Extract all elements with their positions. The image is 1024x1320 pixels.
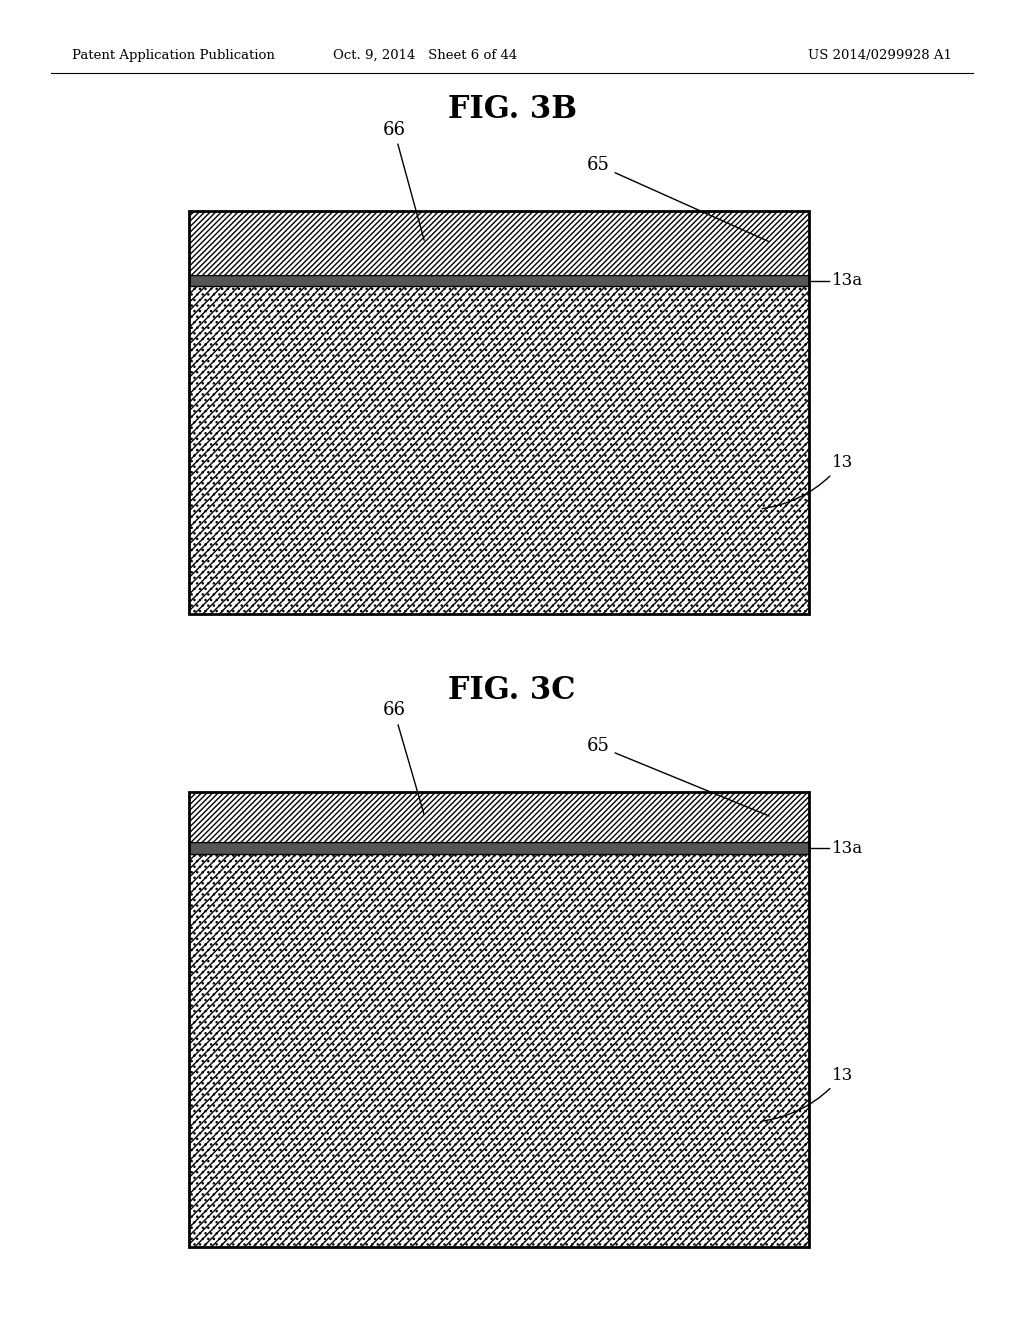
Bar	[189, 211, 809, 614]
Bar	[189, 854, 809, 1247]
Text: FIG. 3B: FIG. 3B	[447, 95, 577, 125]
Bar	[189, 286, 809, 614]
Bar	[189, 286, 809, 614]
Bar	[189, 842, 809, 854]
Bar	[189, 792, 809, 842]
Text: Patent Application Publication: Patent Application Publication	[72, 49, 274, 62]
Text: 65: 65	[587, 156, 769, 242]
Text: 13: 13	[762, 454, 853, 508]
Bar	[189, 854, 809, 1247]
Text: 13a: 13a	[831, 272, 862, 289]
Text: 13a: 13a	[831, 840, 862, 857]
Text: FIG. 3C: FIG. 3C	[449, 676, 575, 706]
Text: 65: 65	[587, 737, 769, 816]
Bar	[189, 854, 809, 1247]
Text: 66: 66	[382, 120, 424, 240]
Text: 13: 13	[762, 1067, 853, 1121]
Bar	[189, 275, 809, 286]
Text: US 2014/0299928 A1: US 2014/0299928 A1	[808, 49, 952, 62]
Text: 66: 66	[382, 701, 424, 814]
Bar	[189, 286, 809, 614]
Bar	[189, 211, 809, 275]
Bar	[189, 792, 809, 1247]
Text: Oct. 9, 2014   Sheet 6 of 44: Oct. 9, 2014 Sheet 6 of 44	[333, 49, 517, 62]
